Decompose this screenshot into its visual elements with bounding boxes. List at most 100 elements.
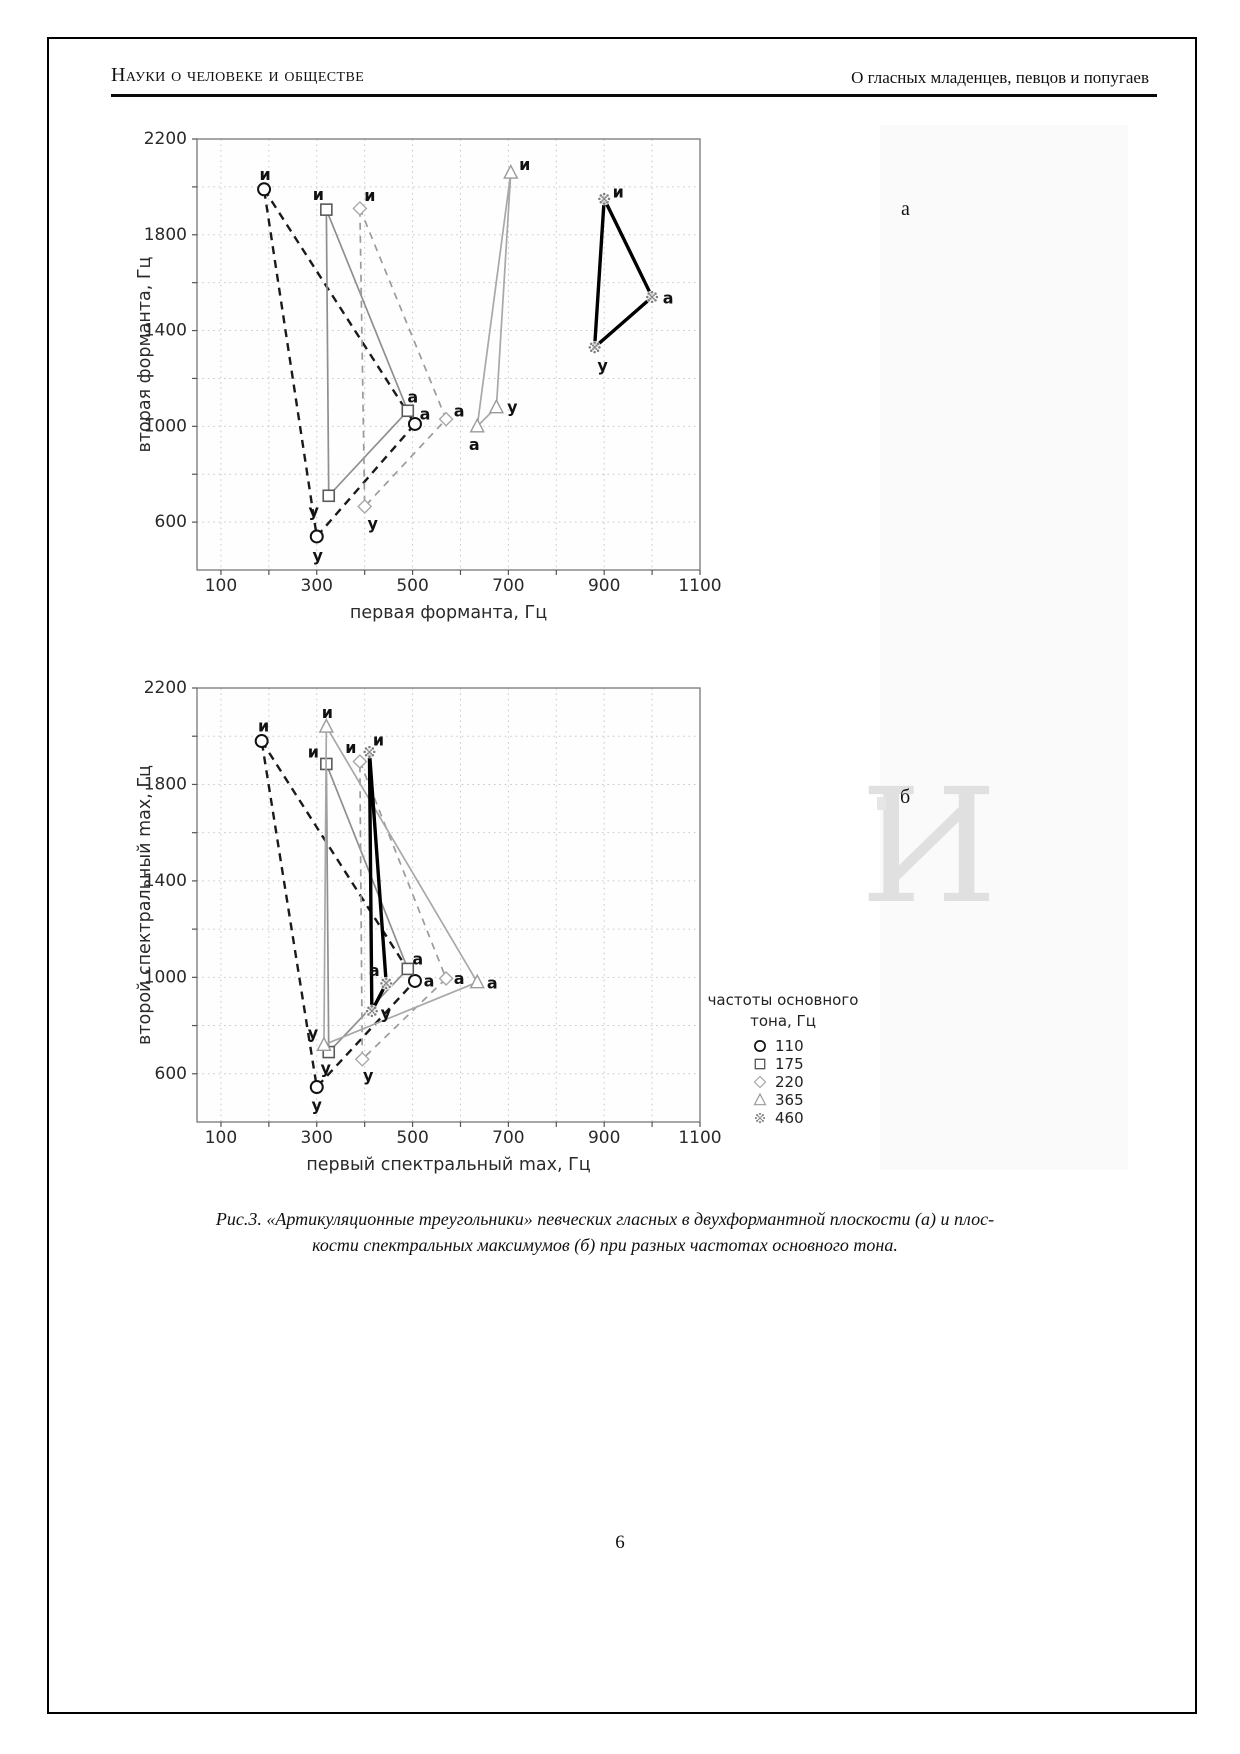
square-marker [322, 489, 336, 503]
star-marker [379, 976, 393, 990]
point-label-и: и [519, 155, 530, 174]
star-marker [362, 745, 376, 759]
series-line [359, 208, 448, 509]
legend-entry-175: 175 [752, 1055, 878, 1073]
triangle-marker [503, 164, 519, 179]
circle-marker [407, 416, 422, 431]
circle-icon [754, 1040, 766, 1052]
y-tick-label: 600 [155, 1064, 187, 1084]
y-axis-title: второй спектральный max, Гц [135, 765, 155, 1045]
circle-marker [407, 973, 422, 988]
diamond-marker [357, 499, 373, 515]
x-tick-label: 500 [396, 576, 428, 596]
triangle-marker [318, 718, 334, 733]
x-tick-label: 700 [492, 1128, 524, 1148]
caption-line-2: кости спектральных максимумов (б) при ра… [312, 1235, 898, 1255]
circle-marker [309, 1080, 324, 1095]
diamond-marker [753, 1075, 767, 1089]
triangle-marker [469, 417, 485, 433]
axes-box [196, 687, 701, 1123]
star-marker [645, 290, 659, 304]
point-label-и: и [364, 186, 375, 205]
point-label-у: у [507, 398, 518, 417]
panel-label-a: а [901, 198, 910, 220]
chart-a: 100 300 500 700 900 1100 600 1000 1400 1800 2200 пе… [135, 129, 722, 623]
legend-entry-label: 460 [775, 1109, 804, 1127]
diamond-marker [438, 411, 454, 427]
diamond-marker [438, 971, 454, 987]
point-label-и: и [345, 738, 356, 757]
series-line [359, 761, 448, 1062]
point-label-у: у [367, 514, 378, 533]
series-460-hz: и а у [588, 182, 673, 375]
star-marker [588, 340, 602, 354]
series-line [325, 209, 409, 498]
point-label-и: и [259, 165, 270, 184]
page-number: 6 [615, 1532, 625, 1553]
point-label-и: и [258, 717, 269, 736]
x-tick-label: 100 [205, 576, 237, 596]
ticks [192, 138, 701, 575]
point-label-у: у [597, 356, 608, 375]
diamond-marker [354, 1051, 370, 1067]
series-line [592, 192, 655, 352]
point-label-а: а [412, 949, 423, 968]
chart-b: 100 300 500 700 900 1100 600 1000 1400 1800 2200 пе… [135, 678, 722, 1175]
legend-entries: 110 175 220 365 460 [688, 1037, 878, 1127]
legend-entry-460: 460 [752, 1109, 878, 1127]
x-axis-title: первый спектральный max, Гц [306, 1155, 590, 1175]
point-label-а: а [420, 404, 431, 423]
legend-entry-label: 110 [775, 1037, 804, 1055]
diamond-icon [753, 1075, 767, 1089]
legend-entry-110: 110 [752, 1037, 878, 1055]
y-tick-label: 2200 [144, 129, 187, 149]
series-460-hz: и а у [362, 730, 393, 1023]
star-marker [754, 1112, 766, 1124]
point-label-у: у [312, 1096, 323, 1115]
point-label-и: и [373, 730, 384, 749]
scan-artifact-dash [877, 797, 886, 810]
point-label-а: а [487, 974, 498, 993]
plot-area [197, 688, 700, 1122]
point-label-у: у [308, 1023, 319, 1042]
header-article-title: О гласных младенцев, певцов и попугаев [851, 68, 1149, 87]
legend-title-line1: частоты основного [707, 991, 859, 1009]
circle-marker [754, 1040, 766, 1052]
point-label-а: а [454, 402, 465, 421]
series-line [476, 172, 512, 429]
y-tick-label: 600 [155, 512, 187, 532]
series-110-hz: и а у [257, 165, 431, 565]
watermark-letter: И [860, 755, 998, 939]
series-175-hz: и а у [309, 185, 419, 520]
y-tick-label: 2200 [144, 678, 187, 698]
y-tick-label: 1000 [144, 416, 187, 436]
series-line [367, 751, 388, 1012]
triangle-marker [469, 973, 485, 989]
point-label-у: у [363, 1066, 374, 1085]
point-label-у: у [381, 1004, 392, 1023]
square-marker [754, 1058, 766, 1070]
y-tick-label: 1800 [144, 225, 187, 245]
point-label-у: у [309, 501, 320, 520]
plot-area [197, 139, 700, 570]
legend-entry-365: 365 [752, 1091, 878, 1109]
star-marker [597, 192, 611, 206]
legend-entry-220: 220 [752, 1073, 878, 1091]
series-365-hz: и а у [469, 155, 531, 454]
y-axis-title: вторая форманта, Гц [135, 256, 155, 452]
point-label-а: а [407, 387, 418, 406]
series-365-hz: и а у [308, 703, 498, 1052]
square-marker [401, 404, 415, 418]
triangle-marker [753, 1092, 767, 1106]
diamond-marker [352, 754, 368, 770]
star-marker [365, 1004, 379, 1018]
series-line [323, 723, 479, 1047]
point-label-и: и [613, 182, 624, 201]
legend-title: частоты основного тона, Гц [688, 990, 878, 1032]
star-icon [754, 1112, 766, 1124]
circle-marker [254, 734, 269, 749]
triangle-icon [753, 1092, 767, 1106]
